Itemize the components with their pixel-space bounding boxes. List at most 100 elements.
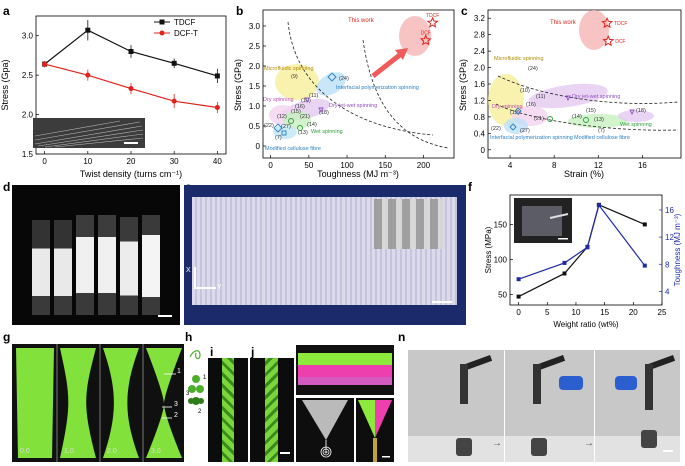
y-tick-label: 0.8 xyxy=(474,113,486,122)
membrane-probe xyxy=(549,213,569,219)
fiber-bundle xyxy=(142,215,160,315)
this-work-star-tdcf xyxy=(601,16,614,29)
marker-diamond xyxy=(509,123,517,131)
marker-diamond xyxy=(514,107,522,115)
y-tick-label: 3.0 xyxy=(22,32,34,41)
x-tick-label: 8 xyxy=(552,161,557,170)
iso-curve-1 xyxy=(497,75,679,104)
data-point xyxy=(171,60,177,66)
annotation-3: 3 xyxy=(174,401,178,408)
y2-tick-label: 4 xyxy=(665,287,670,296)
bicolor-yarn xyxy=(373,438,377,462)
twisted-yarn-photo-j xyxy=(250,358,294,462)
scale-bar xyxy=(663,450,673,452)
data-point xyxy=(516,277,521,282)
fiber-bundle xyxy=(76,215,94,315)
y-tick-label: 2.5 xyxy=(22,71,34,80)
ref-label: (27) xyxy=(281,124,291,130)
this-work-region xyxy=(399,16,431,56)
marker-triangle xyxy=(318,107,324,114)
stress-twist-chart: Stress (Gpa) Twist density (turns cm⁻¹) … xyxy=(0,15,227,179)
ref-label: (11) xyxy=(309,93,319,99)
ref-label: (21) xyxy=(300,114,310,120)
y-tick-label: 100 xyxy=(494,255,508,264)
data-point xyxy=(128,86,134,92)
x-tick-label: 4 xyxy=(508,161,513,170)
x-axis-arrow xyxy=(194,267,196,289)
ref-labels: (24) (10) (11) (16) (18) (12) (15) (21) … xyxy=(491,66,646,134)
heat-gun xyxy=(615,376,637,390)
scale-bar xyxy=(280,452,290,454)
hanging-fiber xyxy=(533,364,541,404)
fiber-cross-section xyxy=(188,385,196,393)
marker-circle xyxy=(583,117,589,123)
hanging-fiber xyxy=(460,364,468,404)
data-point xyxy=(516,294,521,299)
data-point xyxy=(214,73,220,79)
arrow-right-icon: → xyxy=(492,438,502,449)
x-tick-label: 16 xyxy=(638,161,647,170)
y-tick-label: 3.0 xyxy=(249,22,261,31)
data-point xyxy=(585,245,590,250)
ref-label: (22) xyxy=(491,126,501,132)
legend: TDCF DCF-T xyxy=(154,18,198,38)
fiber-bundles xyxy=(32,215,162,315)
ref-label: (27) xyxy=(520,128,530,134)
legend-dcft: DCF-T xyxy=(174,29,198,38)
weave-closeup-inset xyxy=(374,199,444,249)
x-tick-label: 150 xyxy=(379,161,393,170)
marker-circle xyxy=(547,116,553,122)
heat-gun xyxy=(559,376,583,390)
data-point xyxy=(128,48,134,54)
iso-curve-2 xyxy=(362,39,449,149)
ref-label: (14) xyxy=(307,122,317,128)
twisted-yarn xyxy=(265,358,278,462)
region-label-modified: Modified cellulose fibre xyxy=(574,135,630,141)
ref-label: (13) xyxy=(594,117,604,123)
ref-label: (11) xyxy=(536,94,546,100)
legend-tdcf: TDCF xyxy=(174,18,195,27)
y-tick-label: 0 xyxy=(256,142,261,151)
y2-axis-label: Toughness (MJ m⁻³) xyxy=(673,213,682,286)
panel-label-g: g xyxy=(3,330,11,344)
annotation-2: 2 xyxy=(174,412,178,419)
twist-arrow-icon xyxy=(189,350,201,360)
y-axis-label: Stress (GPa) xyxy=(233,59,243,111)
region-label-interfacial: Interfacial polymerization spinning xyxy=(336,85,419,91)
ref-label: (24) xyxy=(339,76,349,82)
panel-label-c: c xyxy=(461,4,468,18)
trend-arrow xyxy=(371,52,403,78)
ref-label: (12) xyxy=(277,114,287,120)
x-axis-label: Toughness (MJ m⁻³) xyxy=(317,169,399,179)
twisting-stages xyxy=(16,344,182,462)
this-work-point-label: DCF xyxy=(421,30,431,36)
ref-label: (7) xyxy=(598,128,605,134)
fiber-cross-section xyxy=(192,397,200,405)
x-tick-label: 12 xyxy=(594,161,603,170)
y-axis-label: Stress (GPa) xyxy=(458,59,468,111)
ref-label: (21) xyxy=(534,116,544,122)
region-label-interfacial: Interfacial polymerization spinning xyxy=(490,135,573,141)
fiber-bundle xyxy=(98,215,116,315)
y-tick-label: 3.2 xyxy=(474,14,486,23)
lifting-demo-photos: → → xyxy=(408,350,680,462)
y-tick-label: 0.5 xyxy=(249,122,261,131)
ref-label: (22) xyxy=(264,123,274,129)
x-axis-label: Weight ratio (wt%) xyxy=(553,320,619,329)
green-fiber-band xyxy=(298,353,392,365)
y2-tick-label: 8 xyxy=(665,260,670,269)
bicolor-funnel-photo xyxy=(356,398,394,462)
x-tick-label: 200 xyxy=(417,161,431,170)
panel-label-a: a xyxy=(3,4,10,18)
demo-frame-3 xyxy=(594,350,680,462)
scale-bar xyxy=(382,456,390,458)
y-tick-label: 2.8 xyxy=(474,31,486,40)
stage-1 xyxy=(60,348,96,458)
green-funnel-half xyxy=(358,400,375,438)
region-label-dry-jet-wet: Dry jet-wet spinning xyxy=(329,103,377,109)
stress-strain-ashby-chart: Stress (GPa) Strain (%) This work Microf… xyxy=(458,9,682,179)
fiber-bundle xyxy=(32,220,50,315)
spiral-icon xyxy=(320,446,332,458)
panel-label-d: d xyxy=(3,180,11,194)
y-tick-label: 1.5 xyxy=(22,150,34,159)
